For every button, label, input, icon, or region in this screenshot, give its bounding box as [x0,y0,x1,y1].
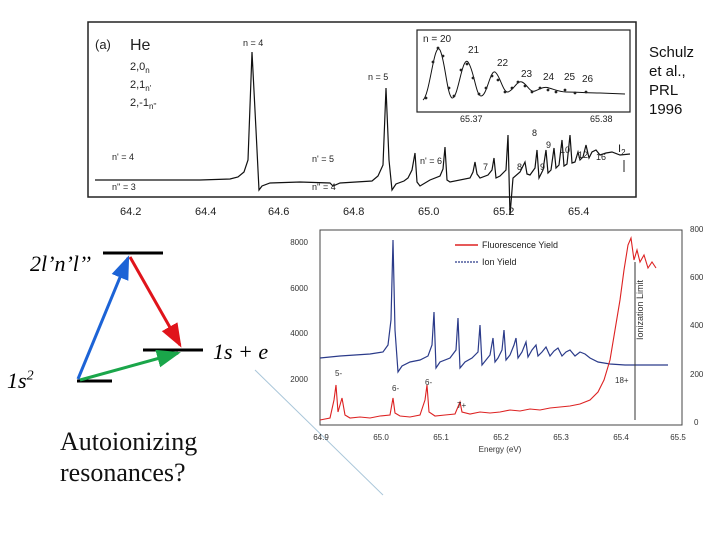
xtick-bottom: 65.5 [670,433,686,442]
xtick-bottom: 65.0 [373,433,389,442]
ion-yield-trace [319,239,668,374]
series-label-1: 2,0n [130,61,150,75]
peak-seq-10: 10 [560,145,570,155]
top-xtick: 64.4 [195,206,216,218]
top-xtick: 64.8 [343,206,364,218]
ytick-right: 800 [690,225,704,234]
peak-npp4: n'' = 4 [312,182,336,192]
top-spectrum-trace [95,51,631,216]
series-label-3: 2,-1n'' [130,97,157,111]
inset-peak-23: 23 [521,69,533,80]
peak-np6: n' = 6 [420,156,442,166]
ground-level-base: 1s [7,368,27,393]
peak-5minus: 5- [335,369,342,378]
citation-year: 1996 [649,101,683,118]
top-plot-frame [87,21,637,198]
bottom-right-y-ticks: 800 600 400 200 0 [690,225,704,427]
peak-seq-8a: 8 [532,128,537,138]
inset-tick-2: 65.38 [590,114,613,124]
top-xtick: 65.4 [568,206,589,218]
ytick-left: 6000 [290,284,308,293]
peak-seq-16: 16 [596,152,606,162]
ground-level-label: 1s2 [7,368,34,394]
inset-peak-22: 22 [497,58,509,69]
peak-seq-8b: 8 [517,162,522,172]
inset-plot: n = 20 21 22 23 24 25 26 65.37 65.38 [416,29,631,124]
ytick-right: 400 [690,321,704,330]
legend-fy-label: Fluorescence Yield [482,240,558,250]
element-label: He [130,37,151,54]
peak-seq-12: 12 [578,150,588,160]
bottom-xlabel: Energy (eV) [479,445,522,454]
question-line-2: resonances? [60,458,186,487]
top-xtick: 64.2 [120,206,141,218]
xtick-bottom: 65.1 [433,433,449,442]
i2-label: I2 [618,143,626,157]
bottom-x-ticks: 64.9 65.0 65.1 65.2 65.3 65.4 65.5 [313,433,686,442]
top-xtick: 65.2 [493,206,514,218]
ytick-left: 2000 [290,375,308,384]
inset-peak-21: 21 [468,45,480,56]
ytick-left: 4000 [290,329,308,338]
peak-6minus-b: 6- [425,378,432,387]
ytick-right: 0 [694,418,699,427]
series-label-2: 2,1n' [130,79,152,93]
bottom-left-y-ticks: 8000 6000 4000 2000 [290,238,308,384]
peak-seq-9a: 9 [546,140,551,150]
continuum-level-label: 1s + e [213,339,269,364]
autoionization-arrow [128,256,182,348]
ytick-right: 200 [690,370,704,379]
inset-peak-25: 25 [564,72,576,83]
top-x-ticks: 64.2 64.4 64.6 64.8 65.0 65.2 65.4 [120,206,589,218]
peak-npp3: n'' = 3 [112,182,136,192]
peak-np4: n' = 4 [112,152,134,162]
question-line-1: Autoionizing [60,427,198,456]
inset-peak-26: 26 [582,74,594,85]
citation-author: Schulz [649,44,695,61]
inset-n-label: n = 20 [423,34,452,45]
top-xtick: 64.6 [268,206,289,218]
peak-n5: n = 5 [368,72,388,82]
decor-line [254,369,384,496]
ytick-left: 8000 [290,238,308,247]
peak-6minus-a: 6- [392,384,399,393]
xtick-bottom: 64.9 [313,433,329,442]
citation-etal: et al., [649,63,686,80]
bottom-plot-frame [319,229,683,426]
top-xtick: 65.0 [418,206,439,218]
ionization-limit-label: Ionization Limit [635,279,645,340]
ground-level-sup: 2 [26,368,34,384]
xtick-bottom: 65.4 [613,433,629,442]
question-text: Autoionizing resonances? [60,426,197,488]
inset-peak-24: 24 [543,72,555,83]
peak-seq-7: 7 [483,162,488,172]
peak-np5: n' = 5 [312,154,334,164]
peak-18plus: 18+ [615,376,629,385]
excitation-arrow [76,255,130,380]
upper-level-label: 2l’n’l’’ [30,251,92,276]
direct-ionization-arrow [79,349,181,382]
citation: Schulz et al., PRL 1996 [649,43,694,119]
xtick-bottom: 65.3 [553,433,569,442]
peak-seq-9b: 9 [540,162,545,172]
inset-tick-1: 65.37 [460,114,483,124]
peak-7plus: 7+ [457,401,466,410]
legend-ion-label: Ion Yield [482,257,517,267]
citation-journal: PRL [649,82,679,99]
panel-label: (a) [95,37,111,52]
fluorescence-yield-trace [319,235,657,421]
peak-n4: n = 4 [243,38,263,48]
xtick-bottom: 65.2 [493,433,509,442]
ytick-right: 600 [690,273,704,282]
